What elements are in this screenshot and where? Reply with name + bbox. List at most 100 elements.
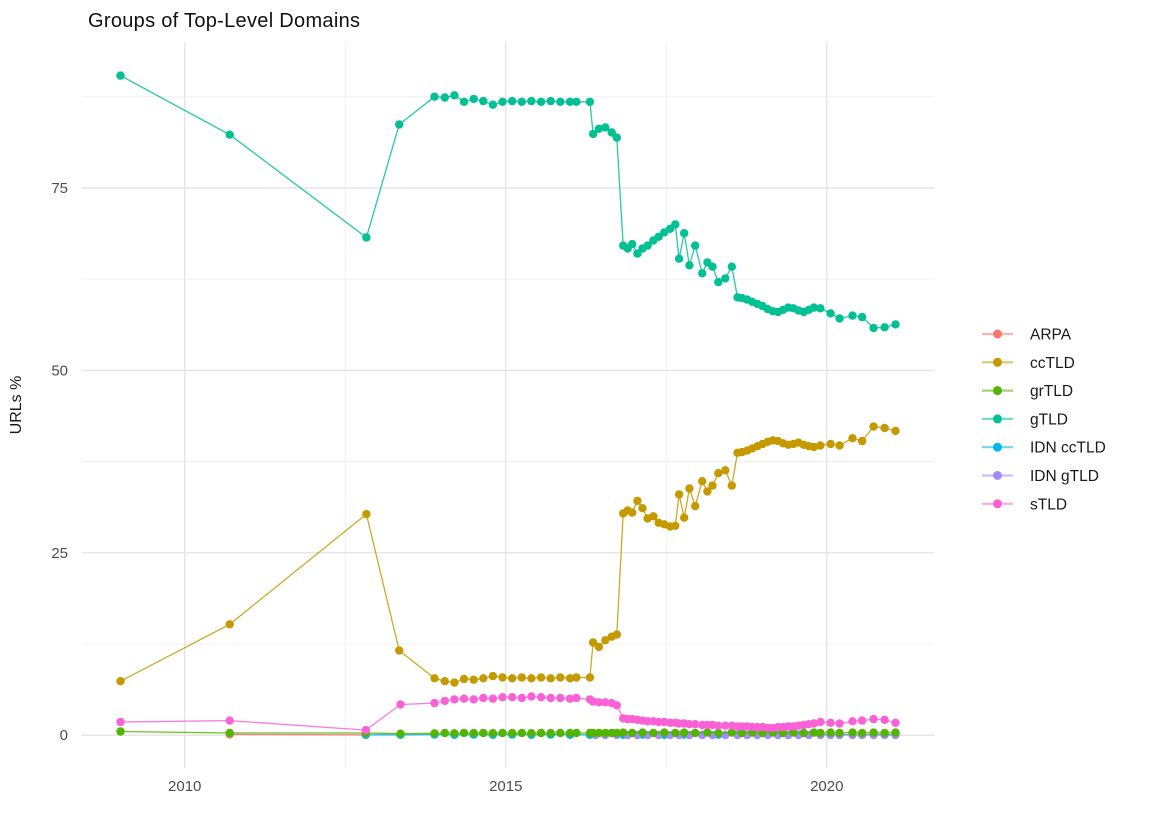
data-point bbox=[619, 728, 628, 737]
legend-label: IDN gTLD bbox=[1030, 468, 1099, 485]
data-point bbox=[508, 96, 517, 106]
data-point bbox=[714, 277, 723, 287]
data-point bbox=[588, 728, 598, 738]
data-point bbox=[450, 695, 459, 704]
data-point bbox=[594, 642, 604, 652]
legend-label: ARPA bbox=[1030, 327, 1072, 344]
data-point bbox=[585, 97, 595, 107]
y-axis-title: URLs % bbox=[8, 376, 25, 435]
data-point bbox=[612, 728, 621, 738]
data-point bbox=[727, 262, 736, 271]
data-point bbox=[601, 636, 610, 645]
data-point bbox=[527, 692, 536, 701]
data-point bbox=[517, 673, 526, 682]
data-point bbox=[396, 700, 405, 709]
data-point bbox=[799, 728, 808, 738]
data-point bbox=[869, 728, 878, 737]
series-grtld bbox=[116, 727, 900, 738]
y-tick-label: 50 bbox=[51, 362, 68, 379]
data-point bbox=[565, 694, 575, 703]
data-point bbox=[594, 698, 604, 707]
major-gridlines bbox=[82, 42, 934, 768]
data-point bbox=[116, 727, 125, 736]
data-point bbox=[869, 422, 878, 431]
data-point bbox=[459, 728, 469, 738]
data-point bbox=[469, 94, 478, 104]
data-point bbox=[469, 695, 478, 704]
data-point bbox=[585, 673, 595, 682]
data-point bbox=[517, 693, 526, 703]
chart-title: Groups of Top-Level Domains bbox=[88, 10, 360, 32]
data-point bbox=[450, 678, 459, 687]
data-point bbox=[816, 717, 825, 727]
minor-gridlines bbox=[82, 42, 934, 768]
data-point bbox=[880, 423, 889, 433]
data-point bbox=[671, 728, 680, 738]
legend-item-idn-gtld: IDN gTLD bbox=[982, 468, 1099, 485]
data-point bbox=[612, 133, 621, 142]
data-point bbox=[848, 311, 857, 320]
legend-item-arpa: ARPA bbox=[982, 327, 1072, 344]
data-point bbox=[601, 728, 610, 738]
data-point bbox=[703, 487, 712, 496]
legend-item-grtld: grTLD bbox=[982, 383, 1073, 400]
data-point bbox=[880, 323, 889, 332]
data-point bbox=[396, 729, 405, 738]
data-point bbox=[488, 729, 498, 738]
data-point bbox=[633, 496, 642, 506]
data-point bbox=[498, 693, 507, 702]
data-point bbox=[572, 728, 581, 738]
data-point bbox=[691, 720, 700, 729]
data-point bbox=[536, 673, 546, 682]
data-point bbox=[649, 728, 658, 738]
data-point bbox=[857, 728, 867, 738]
data-point bbox=[498, 673, 507, 682]
data-point bbox=[479, 96, 488, 106]
data-point bbox=[721, 274, 730, 283]
data-point bbox=[565, 97, 575, 107]
data-point bbox=[488, 671, 498, 681]
data-point bbox=[880, 728, 889, 738]
data-point bbox=[891, 718, 900, 727]
data-point bbox=[565, 674, 575, 683]
data-point bbox=[721, 721, 730, 730]
data-point bbox=[674, 254, 684, 263]
data-point bbox=[450, 729, 459, 738]
data-point bbox=[638, 504, 647, 513]
data-point bbox=[116, 677, 125, 686]
axis-tick-labels: 2010 2015 2020 0 25 50 75 bbox=[51, 180, 843, 795]
legend-key-point bbox=[993, 386, 1002, 396]
legend-label: sTLD bbox=[1030, 496, 1067, 513]
data-point bbox=[848, 717, 857, 726]
data-point bbox=[826, 439, 835, 449]
legend-item-gtld: gTLD bbox=[982, 411, 1068, 428]
data-point bbox=[508, 693, 517, 702]
data-point bbox=[714, 469, 723, 478]
data-point bbox=[758, 728, 767, 738]
legend-key-point bbox=[993, 471, 1002, 480]
data-point bbox=[685, 720, 694, 729]
y-tick-label: 75 bbox=[51, 180, 68, 197]
data-point bbox=[848, 434, 857, 443]
data-point bbox=[816, 728, 825, 738]
data-point bbox=[848, 728, 857, 737]
data-point bbox=[488, 100, 498, 109]
data-point bbox=[536, 693, 546, 702]
data-point bbox=[809, 303, 819, 312]
data-point bbox=[698, 477, 707, 486]
legend-item-idn-cctld: IDN ccTLD bbox=[982, 440, 1106, 457]
x-tick-label: 2020 bbox=[810, 778, 843, 795]
legend-key-point bbox=[993, 442, 1002, 452]
data-point bbox=[891, 728, 900, 737]
data-point bbox=[691, 241, 700, 250]
data-point bbox=[116, 71, 125, 80]
data-point bbox=[556, 97, 565, 107]
data-point bbox=[809, 719, 819, 728]
data-point bbox=[643, 241, 652, 250]
data-point bbox=[708, 481, 717, 490]
data-point bbox=[517, 728, 526, 738]
data-point bbox=[546, 674, 555, 683]
series-arpa bbox=[225, 730, 370, 739]
data-point bbox=[869, 323, 878, 333]
legend-key-point bbox=[993, 414, 1002, 424]
